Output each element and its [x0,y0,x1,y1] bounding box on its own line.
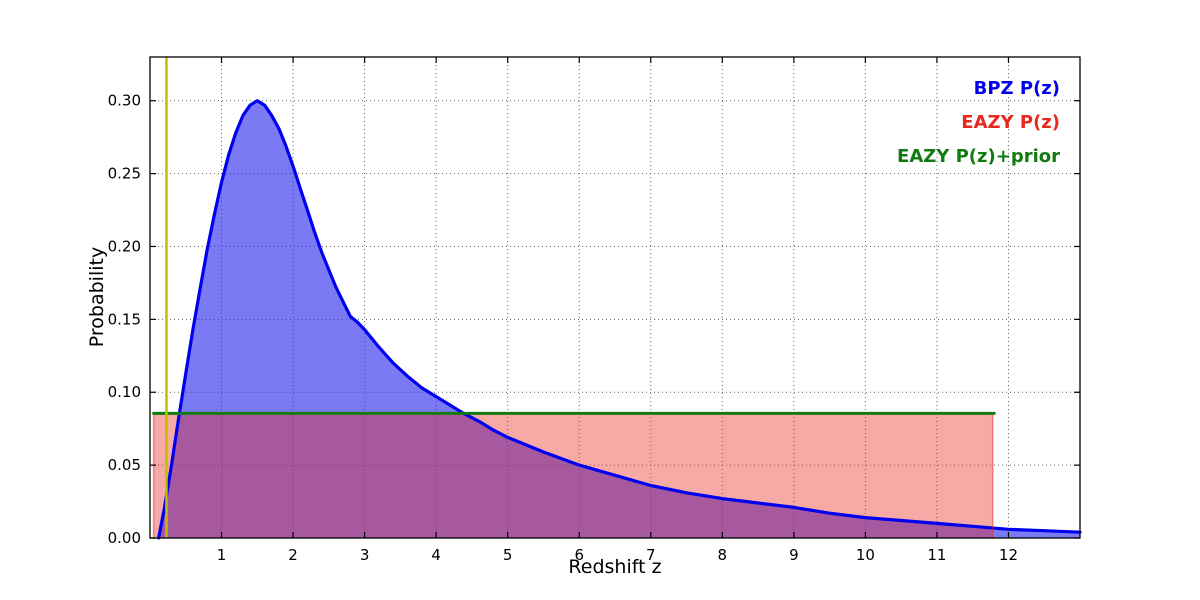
x-tick-label: 12 [999,546,1018,564]
legend-entry-bpz: BPZ P(z) [973,78,1060,99]
x-tick-label: 9 [789,546,799,564]
legend-entry-eazy: EAZY P(z) [961,112,1060,133]
x-tick-label: 5 [503,546,513,564]
x-tick-label: 11 [927,546,946,564]
series-line-0 [157,99,1082,540]
y-tick-label: 0.20 [108,237,141,255]
x-tick-label: 6 [574,546,584,564]
x-tick-label: 2 [288,546,298,564]
series-fill-0 [158,100,1081,538]
axes-frame [149,56,1081,539]
x-tick-label: 8 [718,546,728,564]
y-tick-label: 0.15 [108,310,141,328]
x-tick-label: 3 [360,546,370,564]
x-tick-label: 4 [431,546,441,564]
legend-entry-eazy-prior: EAZY P(z)+prior [897,146,1060,167]
y-tick-label: 0.10 [108,383,141,401]
legend: BPZ P(z) EAZY P(z) EAZY P(z)+prior [897,72,1060,174]
x-tick-label: 10 [856,546,875,564]
x-tick-label: 1 [217,546,227,564]
x-tick-label: 7 [646,546,656,564]
y-tick-label: 0.30 [108,92,141,110]
x-axis-label: Redshift z [568,556,662,578]
y-tick-label: 0.25 [108,165,141,183]
y-tick-label: 0.05 [108,456,141,474]
y-tick-label: 0.00 [108,529,141,547]
y-axis-label: Probability [86,246,108,348]
